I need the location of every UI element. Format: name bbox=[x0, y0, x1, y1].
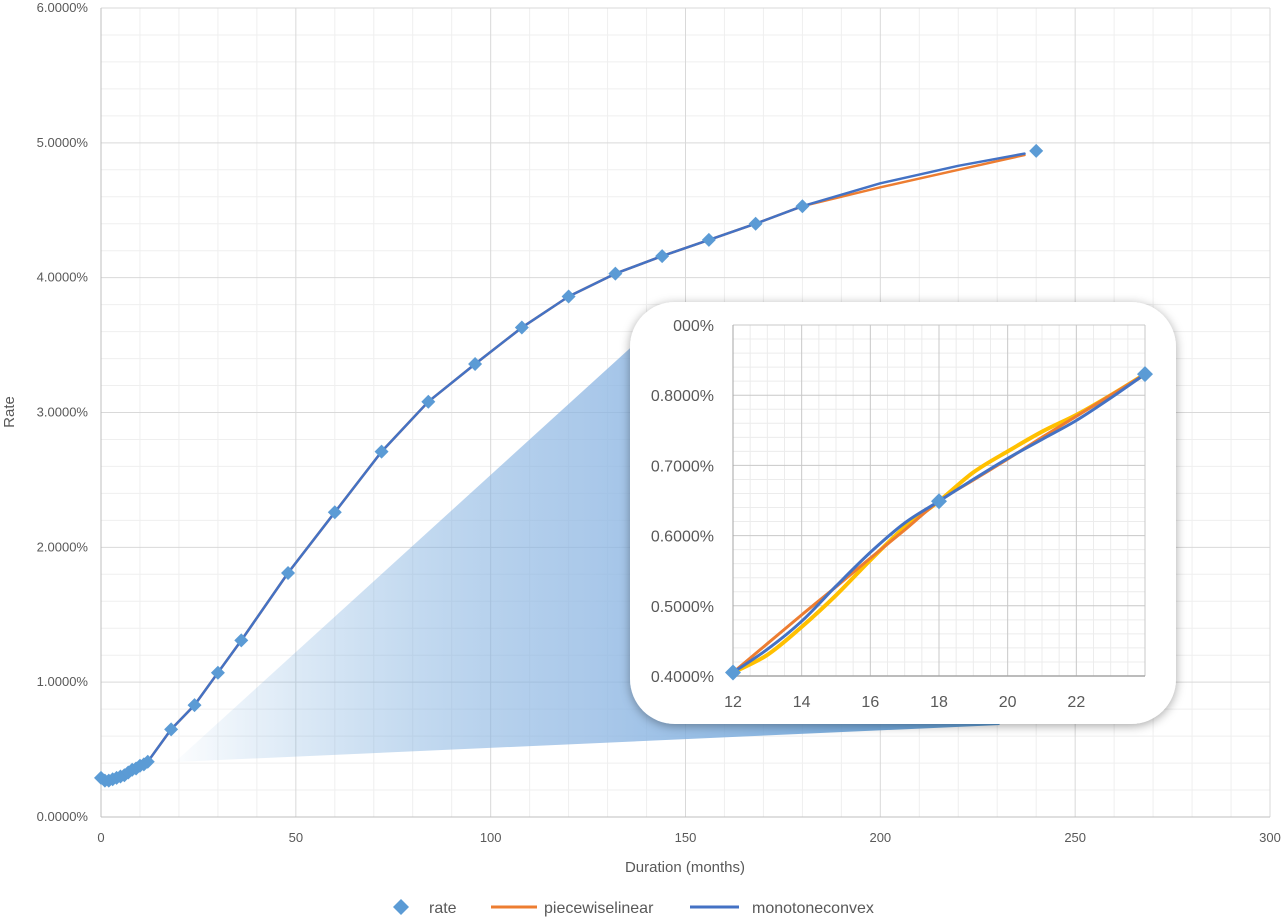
inset-y-tick-label: 0.8000% bbox=[651, 388, 714, 405]
inset-x-tick-label: 16 bbox=[861, 694, 879, 711]
main-axes bbox=[100, 8, 1270, 818]
legend: rate piecewiselinear monotoneconvex bbox=[393, 899, 874, 917]
inset-background bbox=[630, 302, 1176, 724]
inset-y-tick-label: 0.5000% bbox=[651, 599, 714, 616]
main-y-tick-labels: 0.0000% 1.0000% 2.0000% 3.0000% 4.0000% 5.000… bbox=[37, 0, 89, 824]
rate-point bbox=[140, 754, 155, 769]
inset-x-tick-label: 18 bbox=[930, 694, 948, 711]
inset-x-tick-label: 22 bbox=[1067, 694, 1085, 711]
rate-point bbox=[701, 232, 716, 247]
y-tick-label: 1.0000% bbox=[37, 674, 89, 689]
y-axis-title: Rate bbox=[1, 396, 18, 428]
y-tick-label: 5.0000% bbox=[37, 135, 89, 150]
rate-point bbox=[210, 665, 225, 680]
legend-item-monotoneconvex: monotoneconvex bbox=[690, 900, 874, 917]
rate-point bbox=[1029, 143, 1044, 158]
inset-rate-point bbox=[1137, 366, 1153, 383]
legend-item-piecewiselinear: piecewiselinear bbox=[491, 900, 654, 917]
x-tick-label: 150 bbox=[675, 830, 697, 845]
inset-x-tick-labels: 12 14 16 18 20 22 bbox=[724, 694, 1085, 711]
rate-point bbox=[655, 249, 670, 264]
rate-point bbox=[421, 394, 436, 409]
inset-rate-point bbox=[931, 493, 947, 510]
inset-y-tick-label: 0.7000% bbox=[651, 458, 714, 475]
inset-y-tick-labels: 0.4000% 0.5000% 0.6000% 0.7000% 0.8000% 000% bbox=[651, 318, 714, 686]
inset-x-tick-label: 12 bbox=[724, 694, 742, 711]
inset-rate-point bbox=[725, 664, 741, 681]
inset-x-tick-label: 14 bbox=[793, 694, 811, 711]
x-tick-label: 50 bbox=[289, 830, 303, 845]
rate-point bbox=[514, 320, 529, 335]
inset-y-tick-label: 0.4000% bbox=[651, 669, 714, 686]
y-tick-label: 2.0000% bbox=[37, 539, 89, 554]
rate-point bbox=[327, 505, 342, 520]
main-x-tick-labels: 0 50 100 150 200 250 300 bbox=[97, 830, 1280, 845]
y-tick-label: 4.0000% bbox=[37, 270, 89, 285]
rate-point bbox=[561, 289, 576, 304]
y-tick-label: 0.0000% bbox=[37, 809, 89, 824]
rate-point bbox=[748, 216, 763, 231]
main-series bbox=[94, 143, 1044, 788]
rate-point bbox=[164, 722, 179, 737]
legend-piecewiselinear-label: piecewiselinear bbox=[544, 900, 654, 917]
x-tick-label: 200 bbox=[869, 830, 891, 845]
y-tick-label: 3.0000% bbox=[37, 405, 89, 420]
inset-y-tick-label: 000% bbox=[673, 318, 714, 335]
x-tick-label: 300 bbox=[1259, 830, 1281, 845]
rate-point bbox=[468, 356, 483, 371]
legend-item-rate: rate bbox=[393, 899, 457, 917]
rate-point bbox=[187, 698, 202, 713]
inset-major-grid bbox=[732, 324, 1146, 677]
legend-rate-label: rate bbox=[429, 900, 457, 917]
x-tick-label: 100 bbox=[480, 830, 502, 845]
legend-rate-marker bbox=[393, 899, 409, 915]
rate-point bbox=[234, 633, 249, 648]
legend-monotoneconvex-label: monotoneconvex bbox=[752, 900, 874, 917]
inset-x-tick-label: 20 bbox=[999, 694, 1017, 711]
rate-point bbox=[281, 565, 296, 580]
inset-zoom-panel: 0.4000%0.5000%0.6000%0.7000%0.8000%000% … bbox=[630, 302, 1176, 724]
rate-point bbox=[608, 266, 623, 281]
y-tick-label: 6.0000% bbox=[37, 0, 89, 15]
rate-point bbox=[795, 199, 810, 214]
x-axis-title: Duration (months) bbox=[625, 859, 745, 876]
inset-y-tick-label: 0.6000% bbox=[651, 529, 714, 546]
rate-point bbox=[374, 444, 389, 459]
inset-series bbox=[725, 366, 1153, 681]
x-tick-label: 0 bbox=[97, 830, 104, 845]
x-tick-label: 250 bbox=[1064, 830, 1086, 845]
